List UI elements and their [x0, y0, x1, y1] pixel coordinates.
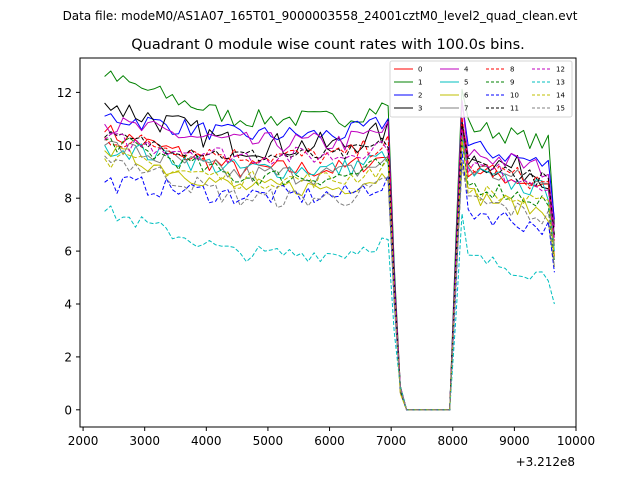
legend-label-6: 6 — [464, 92, 469, 100]
legend-label-0: 0 — [418, 66, 422, 74]
y-tick-label: 0 — [64, 403, 72, 417]
x-tick-label: 10000 — [557, 434, 595, 448]
legend-label-5: 5 — [464, 79, 468, 87]
legend-label-13: 13 — [556, 79, 565, 87]
chart-title: Quadrant 0 module wise count rates with … — [131, 37, 525, 53]
legend-label-2: 2 — [418, 92, 422, 100]
series-line-11 — [104, 121, 555, 411]
series-line-15 — [104, 155, 555, 411]
legend-label-11: 11 — [510, 105, 519, 113]
figure-suptitle: Data file: modeM0/AS1A07_165T01_90000035… — [63, 9, 578, 23]
legend-label-3: 3 — [418, 105, 422, 113]
x-tick-label: 5000 — [253, 434, 284, 448]
series-line-2 — [104, 99, 555, 411]
series-line-13 — [104, 205, 555, 411]
legend-label-4: 4 — [464, 66, 469, 74]
legend-label-7: 7 — [464, 105, 468, 113]
series-line-6 — [104, 145, 555, 411]
series-line-4 — [104, 99, 555, 411]
series-line-14 — [104, 137, 555, 411]
y-tick-label: 10 — [57, 139, 72, 153]
y-tick-label: 4 — [64, 298, 72, 312]
legend-label-12: 12 — [556, 66, 565, 74]
series-line-9 — [104, 137, 555, 411]
series-line-3 — [104, 102, 555, 411]
axis-ticks: 2000 3000 4000 5000 6000 7000 8000 9000 10000 0 2 4… — [57, 86, 595, 448]
y-tick-label: 8 — [64, 192, 72, 206]
legend-label-15: 15 — [556, 105, 565, 113]
x-tick-label: 3000 — [129, 434, 160, 448]
series-line-0 — [104, 124, 555, 411]
series-line-10 — [104, 150, 555, 411]
series-line-8 — [104, 116, 555, 411]
legend-label-8: 8 — [510, 66, 514, 74]
legend-label-1: 1 — [418, 79, 422, 87]
series-lines — [104, 70, 555, 411]
x-tick-label: 6000 — [314, 434, 345, 448]
x-tick-label: 9000 — [499, 434, 530, 448]
x-offset-label: +3.212e8 — [516, 455, 575, 469]
legend-label-14: 14 — [556, 92, 565, 100]
y-tick-label: 12 — [57, 86, 72, 100]
legend-box — [389, 60, 573, 118]
x-tick-label: 7000 — [376, 434, 407, 448]
x-tick-label: 2000 — [68, 434, 99, 448]
plot-area — [80, 58, 576, 427]
series-line-1 — [104, 70, 555, 411]
series-line-12 — [104, 128, 555, 411]
x-tick-label: 8000 — [437, 434, 468, 448]
legend-label-9: 9 — [510, 79, 514, 87]
series-line-5 — [104, 134, 555, 411]
y-tick-label: 2 — [64, 350, 72, 364]
plot-frame — [79, 57, 577, 428]
x-tick-label: 4000 — [191, 434, 222, 448]
y-tick-label: 6 — [64, 245, 72, 259]
legend-label-10: 10 — [510, 92, 519, 100]
